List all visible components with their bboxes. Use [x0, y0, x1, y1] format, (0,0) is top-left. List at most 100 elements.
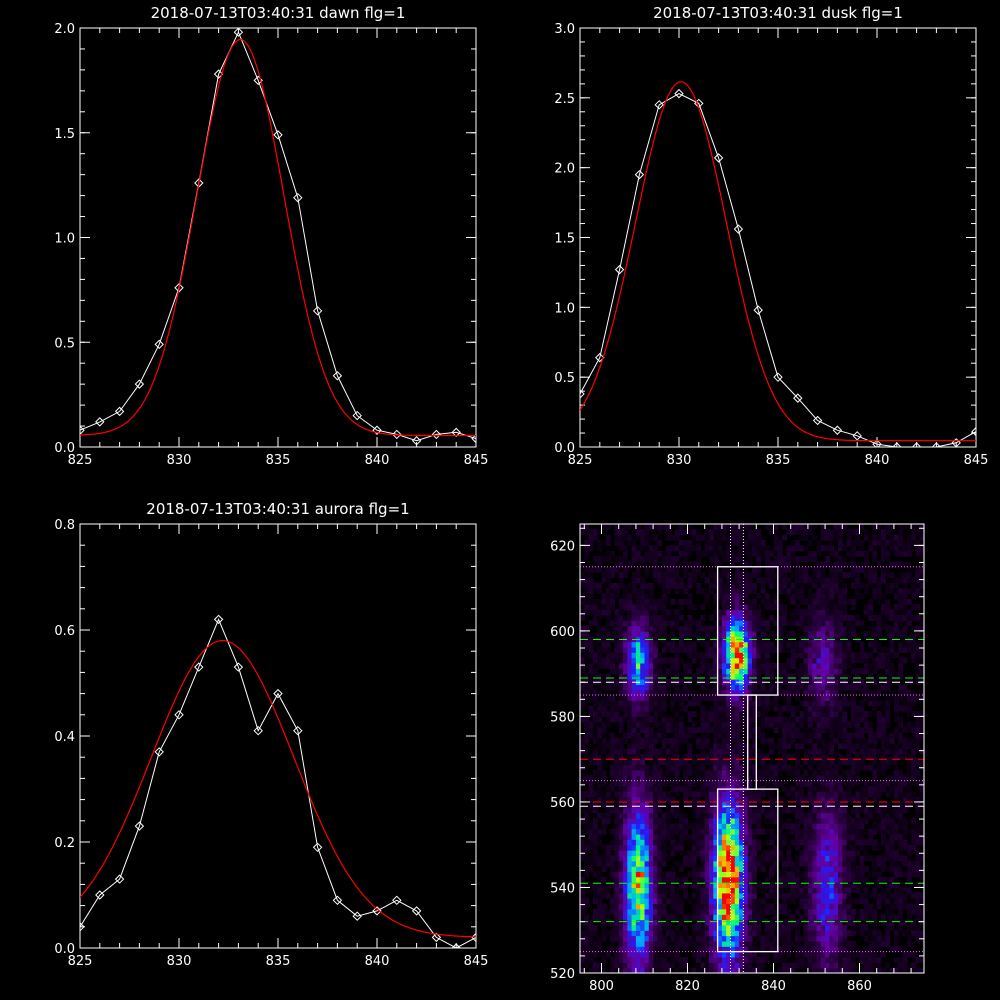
heatmap-cell	[889, 914, 895, 921]
heatmap-cell	[769, 946, 775, 953]
heatmap-cell	[704, 780, 710, 787]
heatmap-cell	[739, 641, 744, 648]
heatmap-cell	[584, 823, 590, 830]
heatmap-cell	[588, 785, 594, 792]
heatmap-cell	[670, 614, 676, 621]
heatmap-cell	[838, 908, 843, 915]
heatmap-cell	[743, 684, 749, 691]
heatmap-cell	[799, 780, 805, 787]
heatmap-cell	[739, 625, 744, 632]
heatmap-cell	[700, 892, 706, 899]
heatmap-cell	[820, 908, 826, 915]
heatmap-cell	[902, 807, 908, 814]
heatmap-cell	[717, 711, 723, 717]
heatmap-cell	[743, 727, 749, 733]
heatmap-cell	[739, 796, 744, 803]
heatmap-cell	[752, 668, 757, 675]
heatmap-cell	[790, 620, 796, 627]
heatmap-cell	[623, 898, 628, 905]
heatmap-cell	[889, 609, 895, 616]
heatmap-cell	[919, 689, 925, 696]
heatmap-cell	[906, 620, 912, 627]
heatmap-cell	[816, 759, 822, 766]
heatmap-cell	[764, 930, 770, 937]
heatmap-cell	[807, 652, 813, 659]
heatmap-cell	[911, 940, 916, 947]
heatmap-cell	[683, 620, 689, 627]
heatmap-cell	[803, 625, 809, 632]
heatmap-cell	[747, 935, 753, 942]
heatmap-cell	[696, 630, 701, 637]
heatmap-cell	[842, 711, 848, 717]
heatmap-cell	[885, 663, 891, 669]
heatmap-cell	[721, 855, 727, 862]
heatmap-cell	[820, 823, 826, 830]
heatmap-cell	[588, 636, 594, 643]
heatmap-cell	[816, 684, 822, 691]
heatmap-cell	[618, 620, 624, 627]
heatmap-cell	[588, 753, 594, 760]
heatmap-cell	[850, 652, 856, 659]
heatmap-cell	[691, 646, 697, 653]
heatmap-cell	[842, 903, 848, 910]
heatmap-cell	[803, 908, 809, 915]
heatmap-cell	[833, 828, 839, 835]
heatmap-cell	[807, 732, 813, 739]
heatmap-cell	[859, 716, 865, 723]
heatmap-cell	[717, 839, 723, 846]
heatmap-cell	[601, 828, 607, 835]
heatmap-cell	[726, 940, 732, 947]
heatmap-cell	[635, 737, 641, 744]
heatmap-cell	[721, 919, 727, 926]
heatmap-cell	[730, 764, 736, 771]
heatmap-cell	[799, 935, 805, 942]
heatmap-cell	[734, 716, 740, 723]
heatmap-cell	[829, 892, 835, 899]
heatmap-cell	[898, 663, 904, 669]
data-point	[332, 895, 343, 906]
heatmap-cell	[795, 743, 800, 750]
heatmap-cell	[906, 705, 912, 712]
heatmap-cell	[807, 796, 813, 803]
heatmap-cell	[898, 919, 904, 926]
heatmap-cell	[902, 892, 908, 899]
heatmap-cell	[898, 604, 904, 611]
heatmap-cell	[691, 657, 697, 664]
heatmap-cell	[795, 957, 800, 963]
heatmap-cell	[648, 940, 654, 947]
heatmap-cell	[889, 850, 895, 856]
heatmap-cell	[734, 700, 740, 707]
heatmap-cell	[666, 828, 671, 835]
heatmap-cell	[605, 673, 611, 680]
heatmap-cell	[618, 695, 624, 701]
heatmap-cell	[764, 657, 770, 664]
heatmap-cell	[881, 876, 886, 883]
heatmap-cell	[605, 796, 611, 803]
heatmap-cell	[627, 636, 633, 643]
heatmap-cell	[640, 588, 646, 594]
heatmap-cell	[618, 850, 624, 856]
heatmap-cell	[919, 967, 925, 974]
heatmap-cell	[704, 850, 710, 856]
heatmap-cell	[670, 898, 676, 905]
heatmap-cell	[889, 908, 895, 915]
heatmap-cell	[842, 588, 848, 594]
heatmap-cell	[601, 711, 607, 717]
heatmap-cell	[717, 882, 723, 888]
heatmap-cell	[648, 748, 654, 755]
heatmap-cell	[760, 598, 766, 605]
heatmap-cell	[855, 593, 861, 600]
heatmap-cell	[902, 930, 908, 937]
heatmap-cell	[756, 753, 762, 760]
heatmap-cell	[906, 700, 912, 707]
heatmap-cell	[825, 818, 830, 824]
heatmap-cell	[829, 951, 835, 958]
heatmap-cell	[704, 769, 710, 776]
heatmap-cell	[726, 657, 732, 664]
heatmap-cell	[872, 919, 878, 926]
heatmap-cell	[773, 812, 779, 819]
heatmap-cell	[704, 887, 710, 894]
heatmap-cell	[881, 967, 886, 974]
heatmap-cell	[906, 695, 912, 701]
heatmap-cell	[614, 625, 620, 632]
